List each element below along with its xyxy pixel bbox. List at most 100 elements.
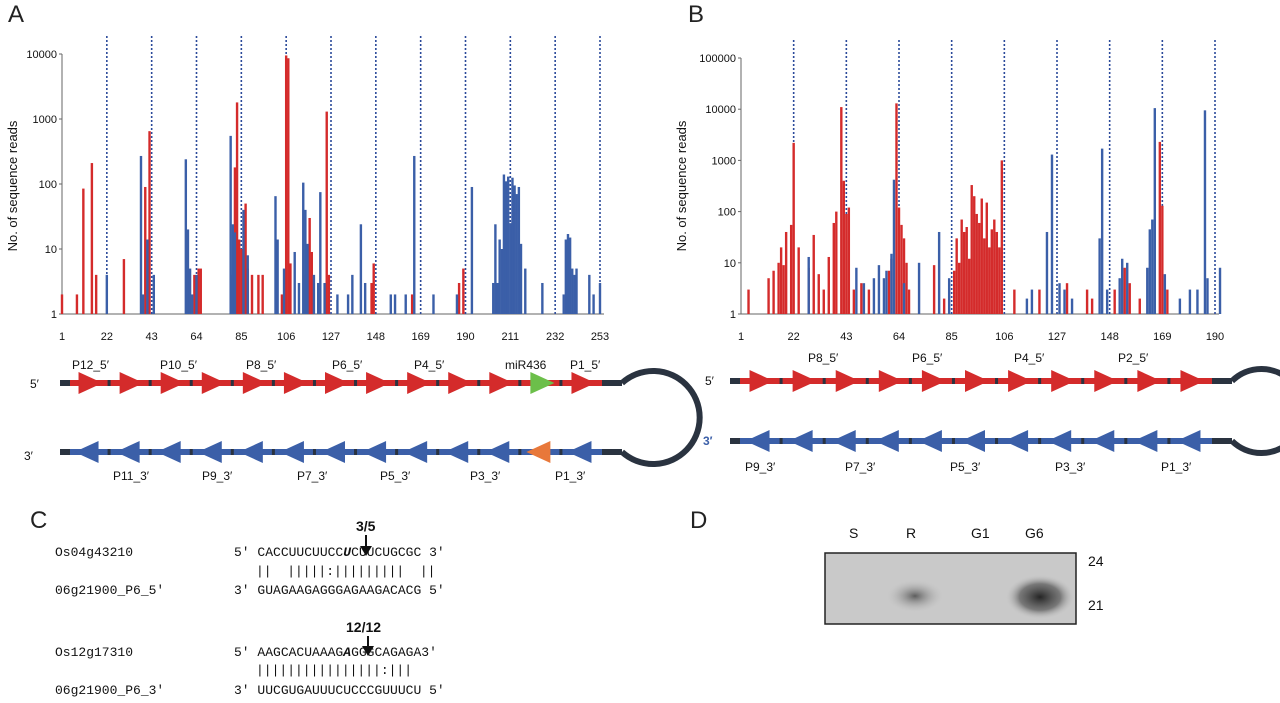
chart-a-bar-red [235, 102, 239, 314]
diagram-a-top-junction [559, 380, 563, 386]
chart-a-bar-blue [276, 239, 279, 314]
chart-a-xtick-label: 253 [591, 331, 609, 343]
chart-b-xtick-label: 148 [1100, 331, 1118, 343]
chart-b-bar-blue [1126, 262, 1129, 314]
target-seq-1-cut: U [343, 545, 351, 560]
srna-name-1: 06g21900_P6_5′ [55, 583, 164, 598]
chart-a-bar-red [237, 239, 241, 314]
diagram-a-top-junction [477, 380, 481, 386]
chart-a-xtick-label: 64 [190, 331, 202, 343]
diagram-b-top-junction [1167, 378, 1171, 384]
diagram-a-bottom-arrow [403, 441, 428, 463]
chart-b-bar-blue [1070, 298, 1074, 314]
diagram-a-label-p12-5: P12_5′ [72, 358, 110, 372]
chart-a-ytick-label: 1000 [33, 114, 57, 126]
diagram-b-label-p2-5: P2_5′ [1118, 351, 1149, 365]
chart-b-bar-red [975, 213, 978, 314]
chart-b-bar-blue [1218, 267, 1222, 314]
diagram-b-bottom-arrow [961, 430, 985, 452]
chart-b-bar-red [983, 238, 986, 314]
diagram-b-top-junction [1081, 378, 1085, 384]
chart-b-bar-red [812, 234, 815, 314]
chart-b-bar-red [845, 213, 848, 314]
diagram-b-bottom-end [730, 438, 740, 444]
chart-b-bar-red [895, 103, 898, 315]
diagram-a-top-arrow [119, 372, 144, 394]
chart-a-xtick-label: 232 [546, 331, 564, 343]
chart-b-bar-red [907, 289, 911, 314]
chart-b-bar-red [960, 219, 963, 314]
diagram-a-bottom-junction [312, 449, 316, 455]
chart-a-bar-red [144, 186, 147, 314]
chart-a-bar-blue [336, 294, 339, 314]
chart-a-bar-blue [571, 268, 574, 314]
panel-b-letter: B [688, 1, 704, 28]
chart-b-bar-blue [1058, 283, 1061, 314]
chart-a-bar-blue [319, 192, 322, 314]
diagram-b-bottom-arrow [788, 430, 813, 452]
chart-b-bar-red [789, 224, 793, 314]
diagram-a-top-arrow [571, 372, 596, 394]
chart-b-xtick-label: 64 [893, 331, 905, 343]
diagram-a-top-arrow [530, 372, 555, 394]
cleavage-count-2: 12/12 [346, 619, 381, 635]
chart-b-ytick-label: 100000 [699, 53, 736, 65]
diagram-a-top-junction [189, 380, 193, 386]
chart-b-bar-red [860, 283, 863, 314]
chart-b-bar-red [782, 265, 785, 314]
chart-b-bar-red [784, 231, 788, 314]
chart-b-ytick-label: 1 [730, 309, 736, 321]
match-line-2: ||||||||||||||||:||| [256, 663, 412, 678]
chart-b-xtick-label: 85 [946, 331, 958, 343]
diagram-b-bottom-arrow [917, 430, 942, 452]
chart-a-bar-red [197, 268, 200, 314]
chart-a-bar-blue [506, 176, 510, 314]
diagram-b-bottom-junction [1038, 438, 1042, 444]
chart-a-bar-blue [404, 294, 407, 314]
chart-a-xtick-label: 1 [59, 331, 65, 343]
diagram-b-top-junction [779, 378, 783, 384]
diagram-a-top-arrow [366, 372, 391, 394]
chart-b-bar-red [1166, 289, 1169, 314]
target-seq-2-end5: 5′ [234, 645, 250, 660]
diagram-b-label-p3-3: P3_3′ [1055, 460, 1086, 474]
chart-a-bar-blue [513, 185, 516, 314]
chart-b-bar-blue [1100, 148, 1104, 314]
chart-a-bar-blue [598, 282, 602, 314]
chart-a-bar-blue [519, 243, 523, 314]
chart-b-bar-blue [1151, 219, 1154, 314]
diagram-b-bottom-junction [995, 438, 999, 444]
diagram-a-label-p1-5: P1_5′ [570, 358, 601, 372]
diagram-a-top-end [60, 380, 70, 386]
chart-a-ytick-label: 1 [51, 309, 57, 321]
chart-b-ylabel: No. of sequence reads [674, 120, 689, 251]
srna-seq-2-end5: 5′ [429, 683, 445, 698]
chart-a-bar-blue [242, 209, 245, 314]
diagram-a-bottom-junction [148, 449, 152, 455]
chart-a-bar-red [410, 294, 414, 314]
diagram-a-bottom-arrow [279, 441, 304, 463]
chart-a-bar-blue [233, 232, 237, 314]
chart-a-bar-blue [389, 294, 392, 314]
chart-a-bar-blue [511, 177, 514, 314]
chart-a-bar-blue [566, 234, 570, 314]
diagram-a-bottom-arrow [567, 441, 592, 463]
cleavage-arrow-1-icon [360, 535, 372, 556]
chart-a-xtick-label: 211 [502, 331, 520, 343]
chart-b-bar-red [847, 207, 851, 314]
chart-a-bar-blue [323, 282, 326, 314]
chart-b-bar-red [1138, 298, 1141, 314]
chart-b-ytick-label: 100 [718, 207, 736, 219]
diagram-b-top-end [730, 378, 740, 384]
chart-a-bar-blue [351, 274, 354, 314]
chart-b-bar-blue [855, 267, 858, 314]
chart-b-bar-blue [892, 179, 896, 314]
chart-b-bar-red [993, 219, 996, 314]
chart-a-bar-red [90, 163, 94, 314]
chart-a-bar-red [240, 249, 243, 314]
chart-a-bar-blue [363, 282, 367, 314]
chart-b-bar-red [1038, 289, 1041, 314]
target-seq-2-post: GGGCAGAGA3′ [351, 645, 437, 660]
diagram-a-top-arrow [407, 372, 432, 394]
chart-a-ytick-label: 100 [39, 179, 57, 191]
